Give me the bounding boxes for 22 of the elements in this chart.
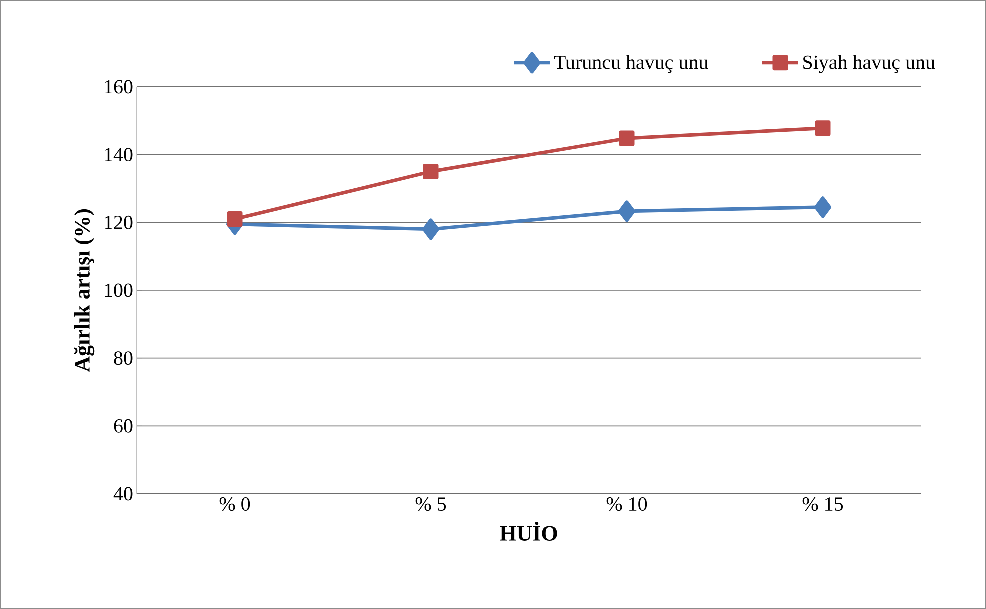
y-tick-label: 40 [114,487,133,501]
x-tick-label: % 15 [802,498,844,512]
y-tick-label: 120 [105,216,133,230]
y-axis-title: Ağırlık artışı (%) [74,210,95,372]
y-tick-label: 80 [114,352,133,366]
x-tick-label: % 0 [220,498,250,512]
y-tick-label: 100 [105,284,133,298]
point [618,200,636,222]
x-tick-label: % 10 [606,498,648,512]
legend-label: Turuncu havuç unu [554,55,708,74]
x-tick-label: % 5 [416,498,446,512]
y-tick-label: 140 [105,148,133,162]
point [423,164,439,180]
y-tick-label: 60 [114,419,133,433]
point [814,196,832,218]
point [227,212,243,228]
y-tick-label: 160 [105,80,133,94]
point [619,130,635,146]
point [815,120,831,136]
legend-label: Siyah havuç unu [804,55,936,74]
x-axis-title: HUİO [500,522,558,542]
point [422,218,440,240]
